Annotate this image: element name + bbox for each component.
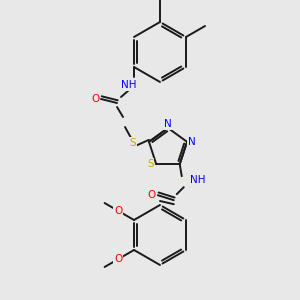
Text: O: O [91,94,99,104]
Text: O: O [114,206,123,216]
Text: NH: NH [121,80,137,90]
Text: O: O [114,254,123,264]
Text: S: S [147,159,154,169]
Text: NH: NH [190,175,205,185]
Text: O: O [148,190,156,200]
Text: N: N [164,119,172,129]
Text: S: S [130,138,136,148]
Text: N: N [188,137,196,147]
